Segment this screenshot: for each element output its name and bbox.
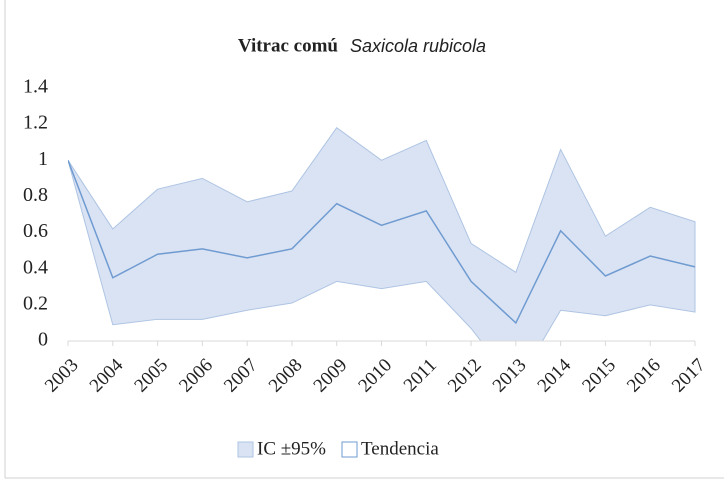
trend-line — [68, 160, 696, 325]
chart-subtitle: Saxicola rubicola — [350, 36, 486, 56]
x-tick-label: 2016 — [623, 355, 665, 397]
chart-title: Vitrac comú — [238, 35, 338, 56]
x-tick-label: 2012 — [444, 355, 486, 397]
band-group — [68, 127, 696, 341]
x-tick-label: 2011 — [400, 355, 441, 396]
legend-label: IC ±95% — [257, 438, 326, 459]
y-tick-label: 0.8 — [23, 184, 48, 206]
y-tick-label: 0.4 — [23, 256, 48, 278]
legend-swatch — [341, 441, 358, 458]
x-tick-label: 2006 — [175, 355, 217, 397]
x-tick-label: 2005 — [130, 355, 172, 397]
x-tick-label: 2008 — [265, 355, 307, 397]
confidence-band — [68, 127, 696, 341]
y-tick-label: 0.2 — [23, 292, 48, 314]
y-tick-label: 1.2 — [23, 112, 48, 134]
x-tick-label: 2010 — [354, 355, 396, 397]
x-tick-label: 2013 — [489, 355, 531, 397]
x-tick-label: 2007 — [220, 355, 262, 397]
y-tick-label: 0.6 — [23, 220, 48, 242]
legend-swatch — [237, 441, 254, 458]
y-tick-label: 1 — [38, 148, 48, 170]
y-tick-label: 0 — [38, 329, 48, 351]
legend-label: Tendencia — [361, 438, 439, 459]
x-tick-label: 2017 — [668, 355, 710, 397]
x-tick-label: 2009 — [310, 355, 352, 397]
y-tick-label: 1.4 — [23, 76, 48, 98]
x-tick-label: 2004 — [86, 354, 128, 396]
x-tick-label: 2015 — [578, 355, 620, 397]
x-tick-label: 2014 — [534, 354, 576, 396]
x-tick-label: 2003 — [41, 355, 83, 397]
